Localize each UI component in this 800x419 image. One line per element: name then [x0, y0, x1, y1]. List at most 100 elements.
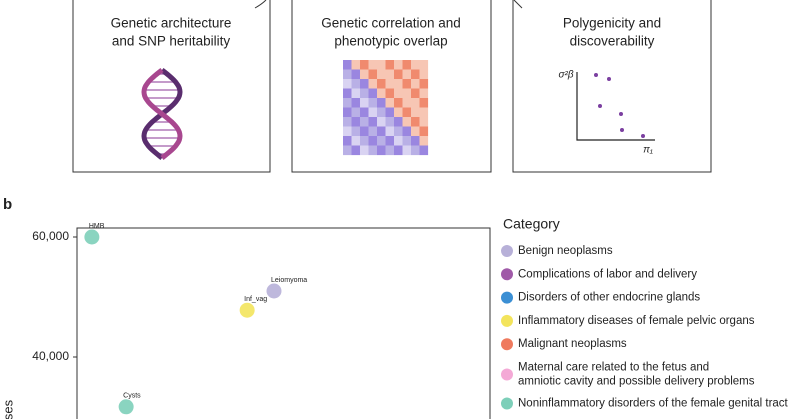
heat-cell	[402, 145, 412, 156]
mini-xlabel: π₁	[643, 145, 653, 156]
heat-cell	[351, 79, 361, 89]
heat-cell	[385, 88, 395, 99]
point	[239, 302, 255, 318]
heat-cell	[343, 126, 352, 137]
heat-cell	[394, 117, 403, 127]
heat-cell	[419, 98, 429, 108]
heat-cell	[377, 117, 386, 127]
heat-cell	[368, 145, 378, 156]
heat-cell	[343, 60, 352, 70]
heat-cell	[394, 136, 403, 146]
point-label: HMB	[89, 223, 105, 230]
heat-cell	[402, 98, 412, 108]
connector	[513, 0, 523, 9]
panel-title: Genetic architecture	[111, 16, 232, 31]
heat-cell	[402, 79, 412, 89]
heat-cell	[351, 69, 361, 80]
heat-cell	[360, 98, 369, 108]
heat-cell	[402, 60, 412, 70]
legend-label: Inflammatory diseases of female pelvic o…	[518, 315, 755, 327]
heat-cell	[343, 136, 352, 146]
heat-cell	[394, 88, 403, 99]
heat-cell	[419, 136, 429, 146]
heat-cell	[411, 117, 420, 127]
heat-cell	[385, 69, 395, 80]
heat-cell	[377, 136, 386, 146]
legend-label: Benign neoplasms	[518, 245, 613, 257]
heat-cell	[368, 98, 378, 108]
heat-cell	[360, 117, 369, 127]
heat-cell	[351, 145, 361, 156]
heat-cell	[402, 69, 412, 80]
heat-cell	[377, 145, 386, 156]
heat-cell	[343, 98, 352, 108]
point-label: Cysts	[123, 393, 141, 400]
legend-label: Malignant neoplasms	[518, 338, 627, 350]
heat-cell	[368, 60, 378, 70]
panel-title: Genetic correlation and	[321, 16, 461, 31]
panel-frame	[512, 0, 712, 173]
icon-dot	[619, 112, 623, 116]
heat-cell	[351, 126, 361, 137]
heat-cell	[360, 60, 369, 70]
heat-cell	[419, 126, 429, 137]
heat-cell	[385, 98, 395, 108]
icon-dot	[594, 73, 598, 77]
heat-cell	[385, 126, 395, 137]
heat-cell	[343, 145, 352, 156]
heat-cell	[368, 69, 378, 80]
panel-title: discoverability	[570, 34, 655, 49]
dna-strand	[141, 68, 183, 160]
legend-marker	[501, 291, 513, 304]
mini-ylabel: σ²β	[558, 70, 573, 81]
heat-cell	[368, 136, 378, 146]
heat-cell	[360, 79, 369, 89]
icon-dot	[598, 104, 602, 108]
heat-cell	[385, 60, 395, 70]
heat-cell	[402, 136, 412, 146]
heat-cell	[368, 88, 378, 99]
heat-cell	[360, 107, 369, 118]
heat-cell	[402, 107, 412, 118]
heat-cell	[419, 79, 429, 89]
legend-marker	[501, 314, 513, 327]
connector	[254, 0, 267, 9]
heat-cell	[411, 126, 420, 137]
heat-cell	[394, 145, 403, 156]
heat-cell	[343, 69, 352, 80]
point	[118, 399, 134, 415]
heat-cell	[385, 107, 395, 118]
panel-title: Polygenicity and	[563, 16, 661, 31]
heat-cell	[419, 60, 429, 70]
heat-cell	[419, 69, 429, 80]
panel-label: b	[3, 196, 12, 213]
icon-dot	[607, 77, 611, 81]
heat-cell	[360, 126, 369, 137]
legend-marker	[501, 397, 513, 410]
point-label: Inf_vag	[244, 296, 267, 303]
heat-cell	[411, 107, 420, 118]
heat-cell	[377, 79, 386, 89]
heat-cell	[351, 117, 361, 127]
heat-cell	[385, 117, 395, 127]
point	[266, 283, 282, 299]
heat-cell	[377, 69, 386, 80]
heat-cell	[385, 145, 395, 156]
heat-cell	[377, 88, 386, 99]
heat-cell	[402, 117, 412, 127]
heat-cell	[419, 107, 429, 118]
heat-cell	[419, 145, 429, 156]
heat-cell	[360, 136, 369, 146]
heat-cell	[411, 69, 420, 80]
legend-label: Disorders of other endocrine glands	[518, 292, 700, 304]
heatmap-icon	[343, 60, 429, 156]
heat-cell	[411, 88, 420, 99]
icon-dot	[620, 128, 624, 132]
legend-marker	[501, 268, 513, 281]
heat-cell	[351, 88, 361, 99]
heat-cell	[402, 126, 412, 137]
mini-scatter-icon: σ²β π₁	[558, 70, 655, 156]
heat-cell	[394, 79, 403, 89]
heat-cell	[385, 79, 395, 89]
